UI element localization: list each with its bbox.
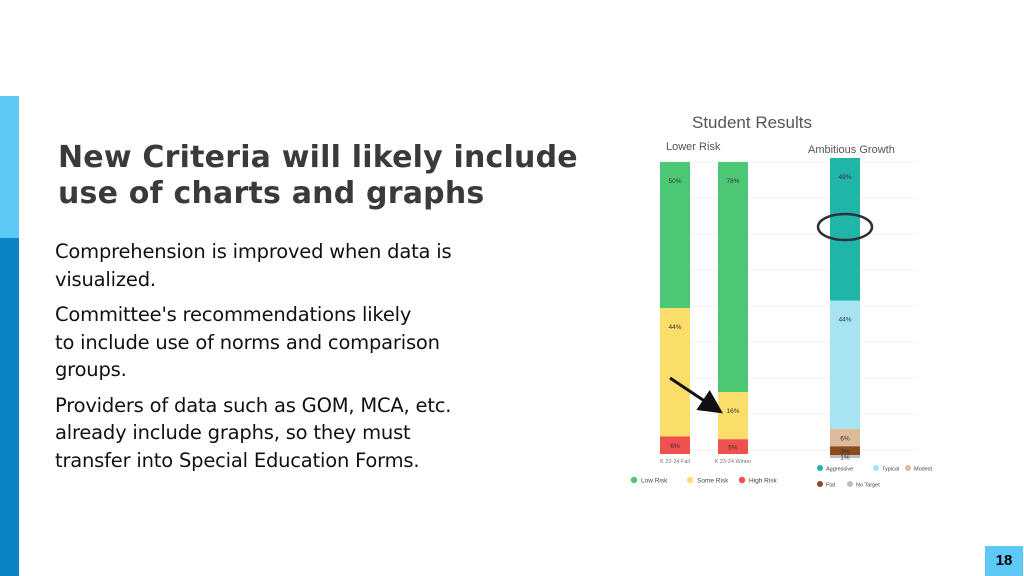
bullet-item: Comprehension is improved when data is v… bbox=[55, 240, 452, 291]
legend-swatch-typical bbox=[873, 465, 879, 471]
data-label-low-risk: 78% bbox=[726, 178, 739, 185]
bar-some-risk bbox=[660, 308, 690, 437]
bullet-item: Providers of data such as GOM, MCA, etc.… bbox=[55, 393, 452, 472]
legend-swatch-some-risk bbox=[686, 476, 694, 484]
bar-some-risk bbox=[718, 392, 748, 440]
data-label-aggressive: 49% bbox=[838, 174, 851, 181]
legend-swatch-high-risk bbox=[738, 476, 746, 484]
bar-low-risk bbox=[718, 162, 748, 393]
legend-label-typical: Typical bbox=[882, 467, 899, 473]
chart-title: Student Results bbox=[692, 113, 812, 132]
category-label: K 23-24 Fall bbox=[660, 459, 690, 465]
legend-label-flat: Flat bbox=[826, 483, 836, 489]
data-label-typical: 44% bbox=[838, 317, 851, 324]
bar-low-risk bbox=[660, 162, 690, 308]
bullet-list: Comprehension is improved when data is v… bbox=[55, 238, 505, 482]
bar-aggressive bbox=[830, 158, 860, 301]
legend-label-aggressive: Aggressive bbox=[826, 467, 853, 473]
legend-swatch-flat bbox=[817, 481, 823, 487]
accent-bar-bottom bbox=[0, 238, 19, 576]
data-label-low-risk: 50% bbox=[668, 178, 681, 185]
data-label-flat: 3% bbox=[840, 449, 850, 456]
student-results-figure: Student Results Lower Risk Ambitious Growt… bbox=[618, 100, 948, 500]
data-label-some-risk: 44% bbox=[668, 324, 681, 331]
legend-swatch-no-target bbox=[847, 481, 853, 487]
legend-label-low-risk: Low Risk bbox=[641, 478, 668, 485]
legend-label-no-target: No Target bbox=[856, 483, 880, 489]
legend-label-some-risk: Some Risk bbox=[697, 478, 729, 485]
chart-subtitle: Ambitious Growth bbox=[808, 144, 895, 156]
bar-high-risk bbox=[718, 439, 748, 454]
legend-label-high-risk: High Risk bbox=[749, 478, 778, 485]
data-label-modest: 6% bbox=[840, 436, 850, 443]
bar-flat bbox=[830, 446, 860, 456]
page-number: 18 bbox=[985, 546, 1023, 576]
category-label: K 23-24 Winter bbox=[715, 459, 752, 465]
data-label-some-risk: 16% bbox=[726, 408, 739, 415]
highlight-circle bbox=[816, 212, 874, 242]
bar-typical bbox=[830, 300, 860, 429]
data-label-high-risk: 6% bbox=[670, 443, 680, 450]
legend-swatch-modest bbox=[905, 465, 911, 471]
annotation-arrow bbox=[669, 376, 723, 414]
chart-subtitle: Lower Risk bbox=[666, 141, 721, 153]
legend-label-modest: Modest bbox=[914, 467, 933, 473]
bar-modest bbox=[830, 428, 860, 447]
student-results-chart: Student Results Lower Risk Ambitious Growt… bbox=[630, 113, 933, 489]
data-label-no-target: 1% bbox=[840, 455, 850, 462]
slide-title: New Criteria will likely include use of … bbox=[58, 140, 578, 211]
legend-swatch-aggressive bbox=[817, 465, 823, 471]
data-label-high-risk: 5% bbox=[728, 445, 738, 452]
accent-bar-top bbox=[0, 96, 19, 238]
bar-no-target bbox=[830, 455, 860, 458]
bar-high-risk bbox=[660, 436, 690, 454]
bullet-item: Committee's recommendations likely to in… bbox=[55, 303, 440, 381]
legend-swatch-low-risk bbox=[630, 476, 638, 484]
